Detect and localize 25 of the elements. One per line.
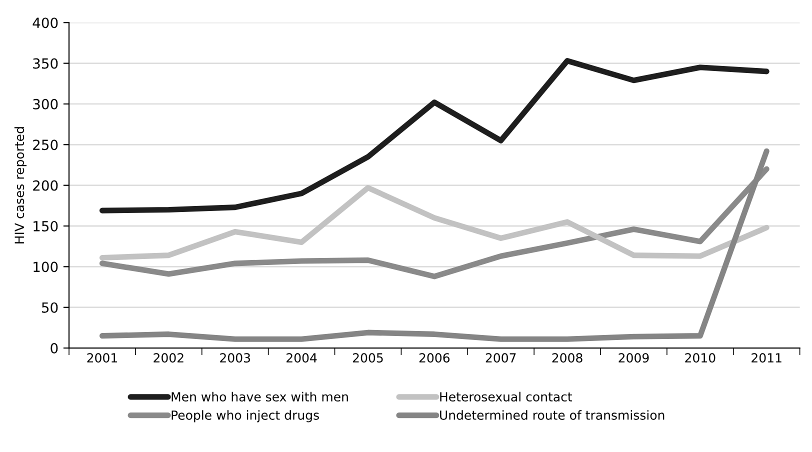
x-tick-label: 2007 — [486, 353, 516, 363]
x-tick-label: 2008 — [552, 353, 582, 363]
legend-label: Men who have sex with men — [172, 392, 348, 402]
x-tick-label: 2010 — [685, 353, 716, 363]
x-tick-label: 2002 — [154, 353, 184, 363]
y-tick-label: 50 — [42, 302, 58, 313]
y-tick-label: 350 — [33, 58, 58, 69]
y-tick-label: 250 — [33, 140, 58, 150]
x-tick-label: 2001 — [87, 353, 117, 363]
y-axis-title: HIV cases reported — [14, 127, 27, 244]
x-tick-label: 2003 — [220, 353, 250, 363]
x-tick-label: 2011 — [752, 353, 782, 363]
legend-label: People who inject drugs — [172, 410, 319, 422]
x-tick-label: 2004 — [286, 353, 317, 363]
y-tick-label: 0 — [50, 343, 58, 354]
legend-label: Undetermined route of transmission — [440, 410, 664, 420]
legend-label: Heterosexual contact — [440, 392, 572, 402]
x-tick-label: 2006 — [419, 353, 450, 363]
x-tick-label: 2005 — [352, 353, 383, 363]
y-tick-label: 400 — [32, 18, 58, 28]
y-tick-label: 200 — [33, 180, 58, 191]
y-tick-label: 100 — [34, 262, 58, 272]
y-tick-label: 300 — [33, 98, 58, 110]
x-tick-label: 2009 — [618, 353, 649, 363]
y-tick-label: 150 — [34, 220, 58, 232]
